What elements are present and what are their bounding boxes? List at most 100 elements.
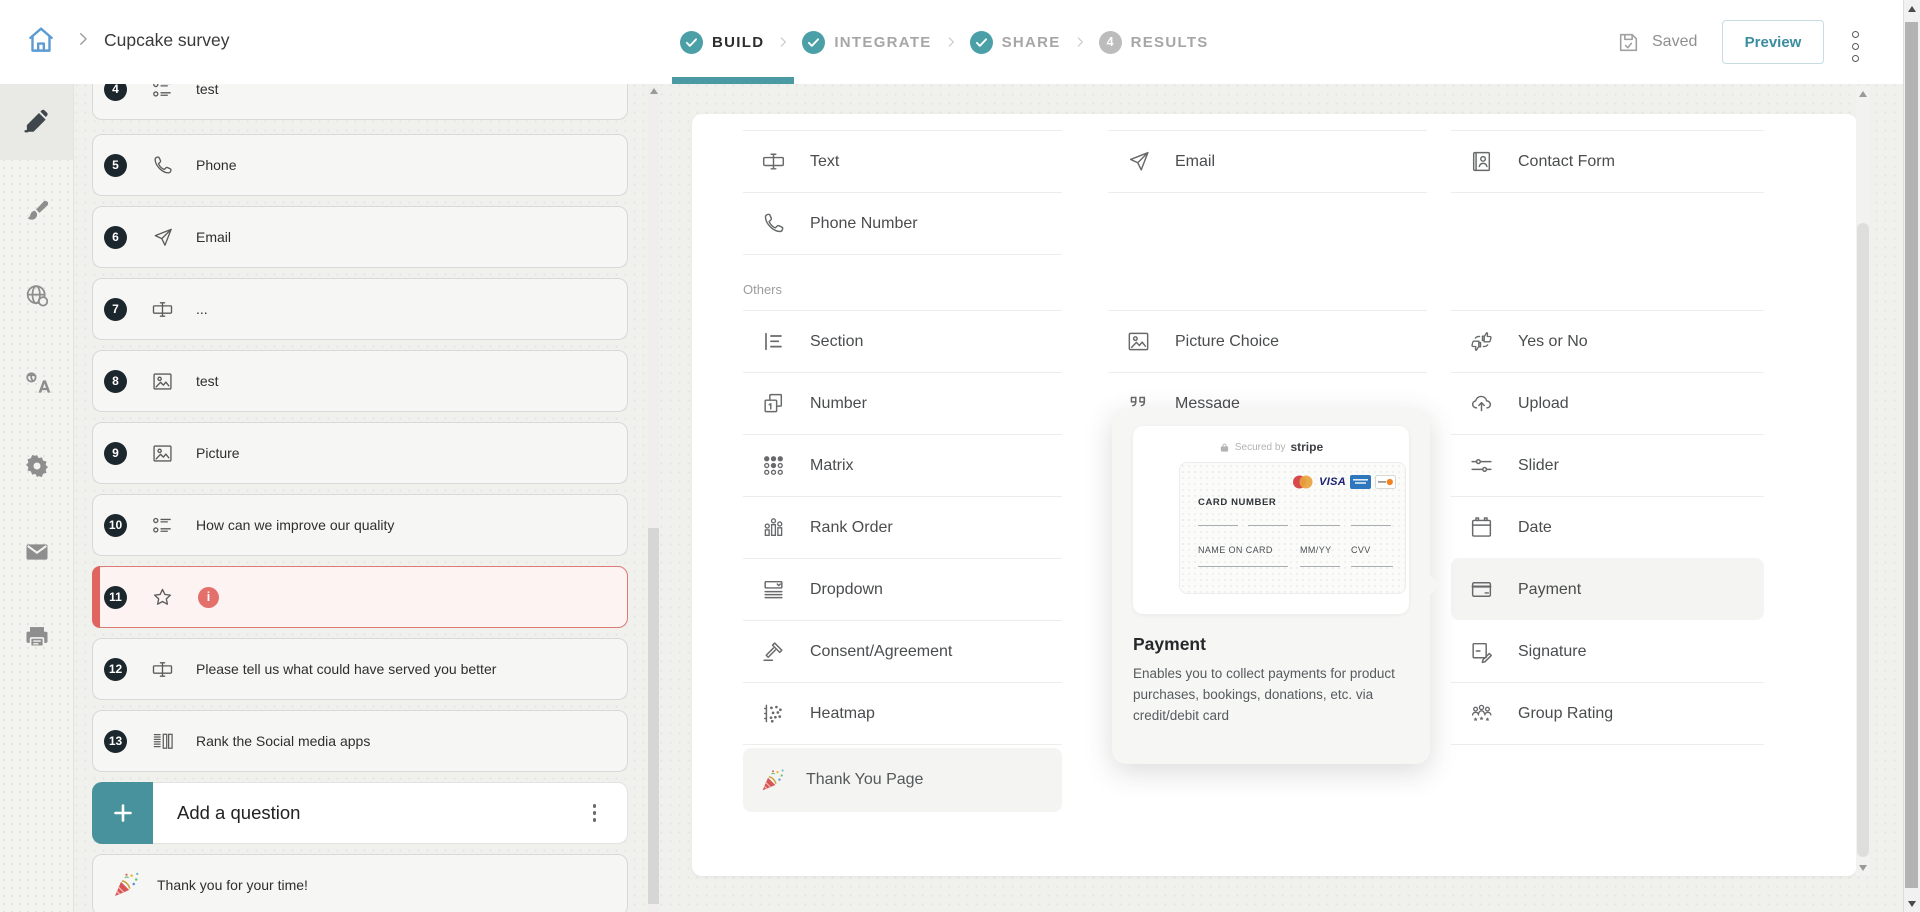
picture-icon xyxy=(1126,329,1151,354)
question-card-10[interactable]: 10 How can we improve our quality xyxy=(92,494,628,556)
question-label: Phone xyxy=(196,157,237,173)
breadcrumb-survey-title[interactable]: Cupcake survey xyxy=(104,30,230,50)
discover-logo-icon xyxy=(1375,475,1396,489)
question-card-12[interactable]: 12 Please tell us what could have served… xyxy=(92,638,628,700)
multiple-choice-icon xyxy=(151,514,174,537)
dropdown-icon xyxy=(761,577,786,602)
left-tool-rail xyxy=(0,84,74,912)
expiry-label: MM/YY xyxy=(1300,545,1332,555)
tab-integrate[interactable]: INTEGRATE xyxy=(802,30,931,54)
question-number-badge: 6 xyxy=(104,225,127,249)
more-options-menu[interactable] xyxy=(1850,29,1861,64)
integrate-check-icon xyxy=(802,30,826,54)
question-number-badge: 8 xyxy=(104,369,127,393)
step-separator-icon xyxy=(1073,35,1087,49)
type-item-label: Section xyxy=(810,332,864,350)
rail-item-design[interactable] xyxy=(0,174,73,250)
tooltip-description: Enables you to collect payments for prod… xyxy=(1133,666,1395,723)
type-item-group-rating[interactable]: Group Rating xyxy=(1451,682,1764,744)
cvv-field xyxy=(1351,566,1393,567)
type-item-picture-choice[interactable]: Picture Choice xyxy=(1108,310,1427,372)
matrix-icon xyxy=(761,453,786,478)
type-item-contact-form[interactable]: Contact Form xyxy=(1451,130,1764,192)
type-item-signature[interactable]: Signature xyxy=(1451,620,1764,682)
type-item-email[interactable]: Email xyxy=(1108,130,1427,192)
credit-card-icon xyxy=(1469,577,1494,602)
error-info-badge[interactable]: i xyxy=(198,586,219,608)
tab-share[interactable]: SHARE xyxy=(969,30,1061,54)
question-card-9[interactable]: 9 Picture xyxy=(92,422,628,484)
browser-scrollbar-thumb[interactable] xyxy=(1905,22,1918,888)
thank-you-card[interactable]: Thank you for your time! xyxy=(92,854,628,912)
question-card-5[interactable]: 5 Phone xyxy=(92,134,628,196)
picture-icon xyxy=(151,442,174,465)
active-tab-underline xyxy=(672,77,794,84)
question-list-scrollbar-thumb[interactable] xyxy=(648,528,659,904)
tooltip-title: Payment xyxy=(1133,634,1206,654)
type-item-consent-agreement[interactable]: Consent/Agreement xyxy=(743,620,1062,682)
rail-item-settings[interactable] xyxy=(0,428,73,504)
type-item-number[interactable]: Number xyxy=(743,372,1062,434)
type-item-matrix[interactable]: Matrix xyxy=(743,434,1062,496)
rail-item-print[interactable] xyxy=(0,599,73,675)
question-list-scrollbar-track[interactable] xyxy=(648,84,659,912)
kebab-dot-icon xyxy=(592,811,596,815)
type-item-rank-order[interactable]: Rank Order xyxy=(743,496,1062,558)
type-item-section[interactable]: Section xyxy=(743,310,1062,372)
question-card-11-error[interactable]: 11 i xyxy=(92,566,628,628)
type-item-message[interactable]: Message xyxy=(1108,372,1427,434)
type-item-label: Rank Order xyxy=(810,518,893,536)
add-question-menu[interactable] xyxy=(590,801,600,825)
secured-by-stripe: Secured by stripe xyxy=(1133,440,1409,454)
section-icon xyxy=(761,329,786,354)
type-item-date[interactable]: Date xyxy=(1451,496,1764,558)
question-card-7[interactable]: 7 ... xyxy=(92,278,628,340)
question-card-6[interactable]: 6 Email xyxy=(92,206,628,268)
preview-button-label: Preview xyxy=(1744,33,1802,51)
scroll-down-arrow-icon[interactable] xyxy=(1907,901,1916,907)
printer-icon xyxy=(23,623,51,651)
question-card-8[interactable]: 8 test xyxy=(92,350,628,412)
party-popper-icon xyxy=(759,767,786,794)
type-item-label: Email xyxy=(1175,152,1216,170)
type-item-text[interactable]: Text xyxy=(743,130,1062,192)
tooltip-arrow xyxy=(1429,574,1441,596)
type-column-2: Picture Choice Message xyxy=(1108,310,1427,434)
rank-order-icon xyxy=(761,515,786,540)
type-item-yes-or-no[interactable]: Yes or No xyxy=(1451,310,1764,372)
scroll-up-arrow-icon[interactable] xyxy=(1908,6,1916,12)
save-status: Saved xyxy=(1616,0,1697,84)
question-label: Please tell us what could have served yo… xyxy=(196,661,497,677)
type-item-phone-number[interactable]: Phone Number xyxy=(743,192,1062,254)
tab-build[interactable]: BUILD xyxy=(680,30,764,54)
type-item-dropdown[interactable]: Dropdown xyxy=(743,558,1062,620)
type-item-heatmap[interactable]: Heatmap xyxy=(743,682,1062,744)
rail-item-globe[interactable] xyxy=(0,258,73,334)
home-icon[interactable] xyxy=(24,23,58,57)
type-item-payment[interactable]: Payment xyxy=(1451,558,1764,620)
rail-item-translate[interactable] xyxy=(0,345,73,421)
type-item-slider[interactable]: Slider xyxy=(1451,434,1764,496)
scroll-up-arrow-icon[interactable] xyxy=(1859,91,1867,97)
panel-scrollbar-thumb[interactable] xyxy=(1857,223,1869,857)
question-card-13[interactable]: 13 Rank the Social media apps xyxy=(92,710,628,772)
type-item-thank-you-page[interactable]: Thank You Page xyxy=(743,748,1062,812)
tab-results[interactable]: 4 RESULTS xyxy=(1098,30,1209,54)
step-separator-icon xyxy=(776,35,790,49)
type-item-label: Slider xyxy=(1518,456,1559,474)
group-rating-icon xyxy=(1469,701,1494,726)
rail-item-email[interactable] xyxy=(0,514,73,590)
add-question-button[interactable]: Add a question xyxy=(92,782,628,844)
type-column-1-top: Text Phone Number xyxy=(743,130,1062,255)
kebab-dot-icon xyxy=(1852,43,1859,50)
rail-item-edit[interactable] xyxy=(0,84,73,160)
type-item-upload[interactable]: Upload xyxy=(1451,372,1764,434)
question-label: Picture xyxy=(196,445,240,461)
scroll-up-arrow-icon[interactable] xyxy=(649,88,658,94)
preview-button[interactable]: Preview xyxy=(1722,20,1824,64)
heatmap-icon xyxy=(761,701,786,726)
scroll-down-arrow-icon[interactable] xyxy=(1858,865,1867,871)
stripe-brand-label: stripe xyxy=(1290,440,1324,454)
kebab-dot-icon xyxy=(592,804,596,808)
